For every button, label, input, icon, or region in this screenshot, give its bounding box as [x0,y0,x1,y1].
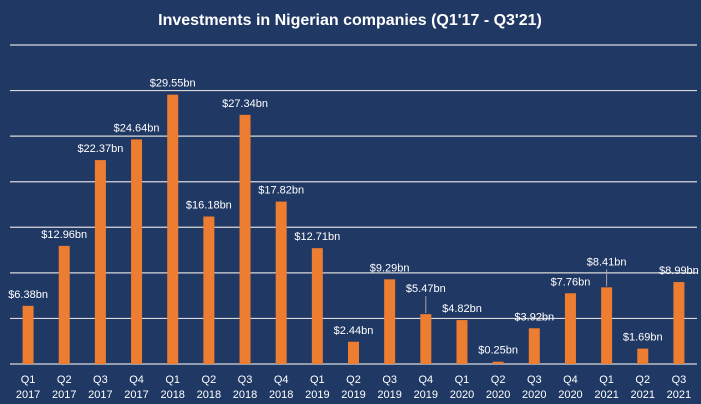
data-label: $2.44bn [334,325,374,337]
x-tick-quarter: Q2 [491,374,506,386]
x-tick-quarter: Q3 [238,374,253,386]
x-tick-quarter: Q3 [527,374,542,386]
x-tick-year: 2020 [486,389,510,401]
bar [673,282,685,364]
x-tick-quarter: Q2 [202,374,217,386]
x-tick-quarter: Q1 [165,374,180,386]
data-label: $9.29bn [370,262,410,274]
x-tick-quarter: Q4 [129,374,144,386]
x-tick-quarter: Q1 [21,374,36,386]
bar [94,160,106,364]
data-label: $0.25bn [478,345,518,357]
x-tick-year: 2019 [377,389,401,401]
data-label: $27.34bn [222,98,268,110]
chart-title: Investments in Nigerian companies (Q1'17… [158,12,542,29]
data-label: $12.96bn [41,229,87,241]
x-tick-quarter: Q4 [274,374,289,386]
x-tick-quarter: Q3 [672,374,687,386]
data-label: $1.69bn [623,332,663,344]
bar [420,314,432,364]
bar [456,320,468,364]
bar [58,245,70,364]
bar [131,139,143,364]
x-tick-year: 2020 [450,389,474,401]
data-label: $16.18bn [186,200,232,212]
x-tick-year: 2021 [631,389,655,401]
x-tick-quarter: Q4 [418,374,433,386]
data-label: $7.76bn [551,276,591,288]
bar [637,348,649,364]
x-tick-quarter: Q1 [455,374,470,386]
x-tick-year: 2019 [305,389,329,401]
x-tick-quarter: Q4 [563,374,578,386]
data-label: $5.47bn [406,283,446,295]
x-tick-year: 2020 [558,389,582,401]
data-label: $22.37bn [77,143,123,155]
bar [275,201,287,364]
data-label: $29.55bn [150,78,196,90]
x-tick-year: 2017 [16,389,40,401]
x-tick-year: 2021 [594,389,618,401]
x-tick-year: 2019 [414,389,438,401]
data-label: $12.71bn [294,231,340,243]
data-label: $6.38bn [8,289,48,301]
bar [348,341,359,364]
data-label: $24.64bn [114,122,160,134]
data-label: $8.41bn [587,256,627,268]
x-tick-quarter: Q1 [599,374,614,386]
bar [492,361,504,364]
data-labels: $6.38bn $12.96bn $22.37bn $24.64bn $29.55bn $… [8,78,699,357]
x-tick-year: 2018 [269,389,293,401]
x-tick-year: 2019 [341,389,365,401]
x-tick-quarter: Q2 [635,374,650,386]
x-tick-year: 2018 [197,389,221,401]
data-label: $8.99bn [659,265,699,277]
x-tick-year: 2018 [233,389,257,401]
x-tick-quarter: Q2 [346,374,361,386]
data-label: $3.92bn [514,311,554,323]
x-tick-year: 2017 [88,389,112,401]
bar [239,114,251,364]
data-label: $4.82bn [442,303,482,315]
bar [311,248,323,364]
x-tick-year: 2017 [52,389,76,401]
x-tick-year: 2017 [124,389,148,401]
bar [203,216,215,364]
x-tick-quarter: Q3 [382,374,397,386]
x-axis-ticks: Q1 2017 Q2 2017 Q3 2017 Q4 2017 Q1 2018 Q2 2018 Q3 20… [16,374,691,401]
x-tick-quarter: Q3 [93,374,108,386]
x-tick-quarter: Q2 [57,374,72,386]
gridlines [10,44,697,365]
x-tick-year: 2018 [160,389,184,401]
x-tick-quarter: Q1 [310,374,325,386]
bar [528,328,540,364]
bar [22,305,34,364]
bar [167,94,179,365]
data-label: $17.82bn [258,185,304,197]
bar [601,287,613,364]
x-tick-year: 2020 [522,389,546,401]
bar [564,293,576,364]
bar [384,279,396,364]
x-tick-year: 2021 [667,389,691,401]
bars [22,94,685,365]
